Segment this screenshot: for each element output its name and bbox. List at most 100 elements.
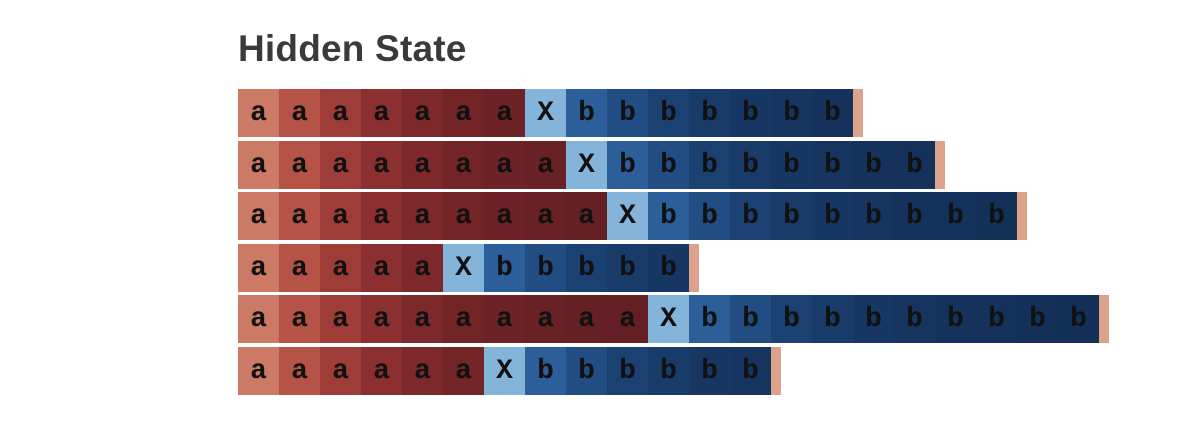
- token-a-cell: a: [525, 192, 566, 240]
- token-x-cell: X: [525, 89, 566, 137]
- token-a-cell: a: [525, 141, 566, 189]
- token-a-cell: a: [402, 347, 443, 395]
- token-b-cell: b: [771, 89, 812, 137]
- token-a-cell: a: [320, 192, 361, 240]
- token-b-cell: b: [689, 295, 730, 343]
- token-a-cell: a: [361, 244, 402, 292]
- token-b-cell: b: [812, 192, 853, 240]
- token-x-cell: X: [648, 295, 689, 343]
- token-a-cell: a: [566, 295, 607, 343]
- token-b-cell: b: [689, 192, 730, 240]
- token-a-cell: a: [443, 192, 484, 240]
- token-a-cell: a: [320, 141, 361, 189]
- token-b-cell: b: [730, 295, 771, 343]
- token-x-cell: X: [484, 347, 525, 395]
- row-end-cell: [935, 141, 945, 189]
- token-a-cell: a: [607, 295, 648, 343]
- token-a-cell: a: [402, 89, 443, 137]
- token-b-cell: b: [935, 192, 976, 240]
- token-b-cell: b: [689, 347, 730, 395]
- token-a-cell: a: [320, 89, 361, 137]
- token-a-cell: a: [402, 141, 443, 189]
- token-b-cell: b: [484, 244, 525, 292]
- token-b-cell: b: [771, 141, 812, 189]
- token-b-cell: b: [730, 141, 771, 189]
- token-a-cell: a: [238, 89, 279, 137]
- token-b-cell: b: [894, 141, 935, 189]
- token-a-cell: a: [361, 295, 402, 343]
- token-b-cell: b: [648, 192, 689, 240]
- row-end-cell: [1017, 192, 1027, 240]
- token-a-cell: a: [238, 192, 279, 240]
- token-a-cell: a: [238, 141, 279, 189]
- row-end-cell: [853, 89, 863, 137]
- token-a-cell: a: [402, 295, 443, 343]
- token-b-cell: b: [730, 192, 771, 240]
- token-x-cell: X: [607, 192, 648, 240]
- token-a-cell: a: [525, 295, 566, 343]
- token-a-cell: a: [279, 141, 320, 189]
- token-x-cell: X: [566, 141, 607, 189]
- token-a-cell: a: [484, 295, 525, 343]
- token-b-cell: b: [730, 89, 771, 137]
- token-b-cell: b: [607, 89, 648, 137]
- figure-title: Hidden State: [238, 28, 467, 69]
- token-b-cell: b: [525, 244, 566, 292]
- token-b-cell: b: [812, 295, 853, 343]
- row-end-cell: [1099, 295, 1109, 343]
- token-b-cell: b: [976, 192, 1017, 240]
- token-b-cell: b: [648, 244, 689, 292]
- token-a-cell: a: [279, 244, 320, 292]
- token-a-cell: a: [279, 347, 320, 395]
- token-b-cell: b: [1017, 295, 1058, 343]
- token-b-cell: b: [607, 244, 648, 292]
- row-end-cell: [771, 347, 781, 395]
- token-a-cell: a: [279, 192, 320, 240]
- token-b-cell: b: [689, 89, 730, 137]
- token-b-cell: b: [566, 347, 607, 395]
- token-a-cell: a: [238, 295, 279, 343]
- token-b-cell: b: [607, 347, 648, 395]
- row-end-cell: [689, 244, 699, 292]
- token-a-cell: a: [361, 89, 402, 137]
- token-b-cell: b: [566, 89, 607, 137]
- token-a-cell: a: [484, 89, 525, 137]
- token-b-cell: b: [771, 192, 812, 240]
- token-b-cell: b: [648, 89, 689, 137]
- token-b-cell: b: [853, 192, 894, 240]
- token-b-cell: b: [976, 295, 1017, 343]
- token-b-cell: b: [648, 141, 689, 189]
- token-b-cell: b: [648, 347, 689, 395]
- token-a-cell: a: [484, 192, 525, 240]
- token-a-cell: a: [484, 141, 525, 189]
- token-a-cell: a: [238, 244, 279, 292]
- token-x-cell: X: [443, 244, 484, 292]
- token-a-cell: a: [443, 89, 484, 137]
- token-a-cell: a: [402, 244, 443, 292]
- token-b-cell: b: [812, 141, 853, 189]
- token-a-cell: a: [279, 295, 320, 343]
- token-a-cell: a: [320, 244, 361, 292]
- token-b-cell: b: [1058, 295, 1099, 343]
- token-a-cell: a: [279, 89, 320, 137]
- token-b-cell: b: [771, 295, 812, 343]
- token-b-cell: b: [853, 141, 894, 189]
- token-a-cell: a: [566, 192, 607, 240]
- token-b-cell: b: [812, 89, 853, 137]
- token-b-cell: b: [935, 295, 976, 343]
- token-a-cell: a: [361, 141, 402, 189]
- token-b-cell: b: [894, 295, 935, 343]
- token-a-cell: a: [402, 192, 443, 240]
- token-b-cell: b: [566, 244, 607, 292]
- token-b-cell: b: [525, 347, 566, 395]
- token-a-cell: a: [361, 347, 402, 395]
- token-b-cell: b: [853, 295, 894, 343]
- token-a-cell: a: [443, 295, 484, 343]
